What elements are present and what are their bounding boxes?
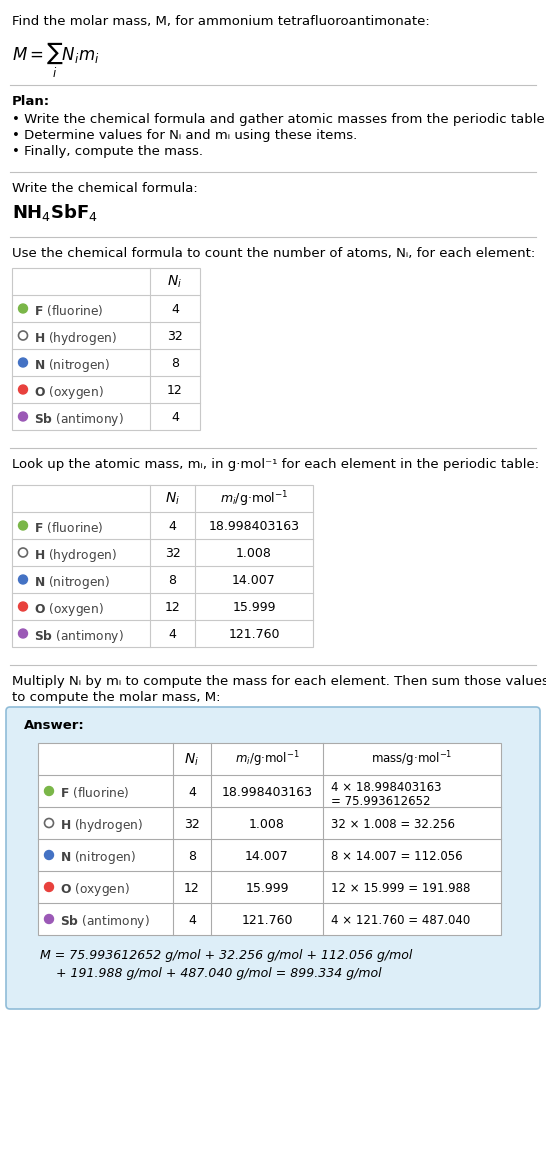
Circle shape (19, 629, 27, 638)
Text: 32: 32 (184, 818, 200, 831)
Circle shape (19, 358, 27, 367)
Text: Look up the atomic mass, mᵢ, in g·mol⁻¹ for each element in the periodic table:: Look up the atomic mass, mᵢ, in g·mol⁻¹ … (12, 458, 539, 471)
Bar (38, 743, 501, 935)
Circle shape (45, 882, 54, 891)
Text: to compute the molar mass, M:: to compute the molar mass, M: (12, 691, 221, 704)
Text: = 75.993612652: = 75.993612652 (331, 795, 430, 808)
Text: 8 × 14.007 = 112.056: 8 × 14.007 = 112.056 (331, 849, 462, 862)
Text: $\mathbf{Sb}$ (antimony): $\mathbf{Sb}$ (antimony) (60, 913, 150, 931)
Text: $\mathbf{N}$ (nitrogen): $\mathbf{N}$ (nitrogen) (60, 849, 136, 867)
Text: Write the chemical formula:: Write the chemical formula: (12, 182, 198, 195)
Circle shape (19, 385, 27, 394)
Circle shape (19, 304, 27, 313)
Text: 4: 4 (171, 411, 179, 424)
Text: 4 × 121.760 = 487.040: 4 × 121.760 = 487.040 (331, 913, 470, 926)
Text: $m_i$/g·mol$^{-1}$: $m_i$/g·mol$^{-1}$ (235, 749, 299, 769)
Text: $\mathbf{F}$ (fluorine): $\mathbf{F}$ (fluorine) (34, 521, 103, 535)
Text: 4: 4 (188, 913, 196, 926)
Text: 4: 4 (169, 627, 176, 641)
Bar (12, 485, 313, 647)
Text: Answer:: Answer: (24, 719, 85, 732)
Text: 12: 12 (167, 383, 183, 397)
Text: • Write the chemical formula and gather atomic masses from the periodic table.: • Write the chemical formula and gather … (12, 113, 546, 125)
Text: Use the chemical formula to count the number of atoms, Nᵢ, for each element:: Use the chemical formula to count the nu… (12, 248, 535, 260)
Text: • Finally, compute the mass.: • Finally, compute the mass. (12, 145, 203, 158)
Text: Plan:: Plan: (12, 95, 50, 108)
Text: 18.998403163: 18.998403163 (222, 786, 312, 798)
Text: 4 × 18.998403163: 4 × 18.998403163 (331, 781, 442, 794)
FancyBboxPatch shape (6, 706, 540, 1009)
Text: $N_i$: $N_i$ (168, 274, 182, 290)
Text: $\mathbf{Sb}$ (antimony): $\mathbf{Sb}$ (antimony) (34, 627, 124, 645)
Text: 8: 8 (171, 357, 179, 370)
Text: 32: 32 (167, 330, 183, 343)
Text: $\mathbf{F}$ (fluorine): $\mathbf{F}$ (fluorine) (34, 303, 103, 318)
Text: mass/g·mol$^{-1}$: mass/g·mol$^{-1}$ (371, 749, 453, 769)
Text: 32 × 1.008 = 32.256: 32 × 1.008 = 32.256 (331, 818, 455, 831)
Text: $\mathbf{F}$ (fluorine): $\mathbf{F}$ (fluorine) (60, 786, 129, 801)
Text: $N_i$: $N_i$ (185, 752, 199, 768)
Bar (12, 268, 200, 430)
Text: Multiply Nᵢ by mᵢ to compute the mass for each element. Then sum those values: Multiply Nᵢ by mᵢ to compute the mass fo… (12, 675, 546, 688)
Circle shape (45, 787, 54, 796)
Text: $\mathbf{Sb}$ (antimony): $\mathbf{Sb}$ (antimony) (34, 411, 124, 428)
Text: 1.008: 1.008 (236, 547, 272, 560)
Circle shape (45, 914, 54, 924)
Text: 4: 4 (169, 521, 176, 533)
Text: 15.999: 15.999 (245, 882, 289, 895)
Text: $\mathbf{O}$ (oxygen): $\mathbf{O}$ (oxygen) (60, 882, 130, 898)
Text: Find the molar mass, M, for ammonium tetrafluoroantimonate:: Find the molar mass, M, for ammonium tet… (12, 15, 430, 28)
Text: 4: 4 (188, 786, 196, 798)
Text: NH$_4$SbF$_4$: NH$_4$SbF$_4$ (12, 202, 98, 223)
Text: 32: 32 (165, 547, 180, 560)
Text: 8: 8 (188, 849, 196, 862)
Text: 14.007: 14.007 (245, 849, 289, 862)
Text: $\mathbf{H}$ (hydrogen): $\mathbf{H}$ (hydrogen) (34, 330, 117, 347)
Text: $\mathbf{N}$ (nitrogen): $\mathbf{N}$ (nitrogen) (34, 574, 110, 591)
Text: 12 × 15.999 = 191.988: 12 × 15.999 = 191.988 (331, 882, 470, 895)
Text: 14.007: 14.007 (232, 574, 276, 587)
Text: $\mathbf{N}$ (nitrogen): $\mathbf{N}$ (nitrogen) (34, 357, 110, 374)
Text: $N_i$: $N_i$ (165, 490, 180, 508)
Text: $M = \sum_i N_i m_i$: $M = \sum_i N_i m_i$ (12, 40, 99, 80)
Text: $\mathbf{O}$ (oxygen): $\mathbf{O}$ (oxygen) (34, 383, 104, 401)
Text: 12: 12 (165, 601, 180, 614)
Text: 15.999: 15.999 (232, 601, 276, 614)
Circle shape (19, 521, 27, 530)
Text: 1.008: 1.008 (249, 818, 285, 831)
Text: 18.998403163: 18.998403163 (209, 521, 300, 533)
Text: 121.760: 121.760 (241, 913, 293, 926)
Circle shape (45, 851, 54, 860)
Text: • Determine values for Nᵢ and mᵢ using these items.: • Determine values for Nᵢ and mᵢ using t… (12, 129, 357, 142)
Text: 12: 12 (184, 882, 200, 895)
Text: 4: 4 (171, 303, 179, 316)
Text: $\mathbf{O}$ (oxygen): $\mathbf{O}$ (oxygen) (34, 601, 104, 618)
Text: $\mathbf{H}$ (hydrogen): $\mathbf{H}$ (hydrogen) (60, 818, 143, 834)
Text: 8: 8 (169, 574, 176, 587)
Text: + 191.988 g/mol + 487.040 g/mol = 899.334 g/mol: + 191.988 g/mol + 487.040 g/mol = 899.33… (40, 967, 382, 980)
Text: $\mathbf{H}$ (hydrogen): $\mathbf{H}$ (hydrogen) (34, 547, 117, 564)
Circle shape (19, 575, 27, 584)
Circle shape (19, 413, 27, 421)
Text: $m_i$/g·mol$^{-1}$: $m_i$/g·mol$^{-1}$ (219, 489, 288, 509)
Text: 121.760: 121.760 (228, 627, 280, 641)
Circle shape (19, 602, 27, 611)
Text: M = 75.993612652 g/mol + 32.256 g/mol + 112.056 g/mol: M = 75.993612652 g/mol + 32.256 g/mol + … (40, 949, 412, 962)
